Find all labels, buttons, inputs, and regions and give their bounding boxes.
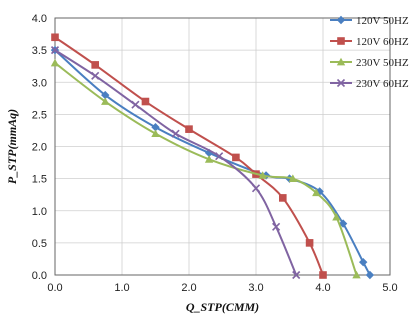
marker-stroke: [131, 100, 140, 109]
data-point: [91, 71, 100, 80]
legend-label: 120V 50HZ: [356, 15, 409, 27]
marker-stroke: [215, 152, 224, 161]
marker-stroke: [171, 129, 180, 138]
legend: 120V 50HZ 120V 60HZ 230V 50HZ 230V 60HZ: [330, 15, 409, 90]
data-point: [251, 184, 261, 193]
series-230v-60hz: [50, 46, 301, 280]
x-tick-label: 1.0: [114, 282, 129, 294]
axes: 0.0 0.5 1.0 1.5 2.0 2.5 3.0 3.5 4.0 0.0 1.0 2.0 3.0 4…: [32, 13, 398, 294]
data-point: [141, 97, 150, 106]
data-point: [101, 97, 110, 105]
y-tick-label: 0.0: [32, 270, 47, 282]
data-point: [332, 212, 341, 221]
legend-label: 230V 60HZ: [356, 78, 409, 90]
y-tick-label: 1.5: [32, 174, 47, 186]
data-point: [50, 46, 60, 55]
legend-label: 230V 50HZ: [356, 57, 409, 69]
legend-marker: [336, 57, 346, 66]
data-point: [365, 270, 375, 280]
marker-stroke: [251, 184, 261, 193]
data-point: [258, 171, 267, 179]
data-point: [279, 194, 287, 202]
y-tick-label: 3.5: [32, 45, 47, 57]
x-tick-label: 4.0: [315, 282, 330, 294]
data-point: [51, 33, 59, 42]
y-tick-label: 0.5: [32, 238, 47, 250]
marker-stroke: [336, 78, 346, 88]
legend-marker: [337, 37, 345, 45]
data-point: [232, 153, 240, 162]
marker-stroke: [50, 46, 60, 55]
grid-lines: [54, 17, 391, 276]
data-point: [185, 125, 193, 133]
data-point: [319, 271, 327, 279]
x-tick-label: 0.0: [47, 282, 62, 294]
series-230v-50hz: [50, 58, 361, 279]
data-point: [131, 100, 140, 109]
data-point: [292, 270, 301, 280]
x-tick-label: 2.0: [181, 282, 196, 294]
data-series: [50, 33, 375, 280]
x-tick-label: 5.0: [382, 282, 397, 294]
data-point: [151, 129, 160, 138]
data-point: [272, 222, 281, 231]
data-point: [288, 174, 298, 182]
y-tick-label: 4.0: [32, 13, 47, 25]
series-120v-60hz: [51, 33, 327, 279]
x-tick-label: 3.0: [248, 282, 263, 294]
data-point: [352, 270, 361, 279]
legend-label: 120V 60HZ: [356, 36, 409, 48]
data-point: [359, 257, 368, 267]
marker-stroke: [292, 270, 301, 280]
data-point: [312, 188, 321, 197]
legend-marker: [336, 15, 346, 25]
data-point: [215, 152, 224, 161]
legend-marker: [336, 78, 346, 88]
data-point: [50, 58, 60, 67]
data-point: [91, 61, 99, 69]
x-axis-title: Q_STP(CMM): [186, 300, 259, 314]
marker-stroke: [91, 71, 100, 80]
y-tick-label: 2.5: [32, 109, 47, 121]
plot-frame: [54, 17, 391, 276]
marker-stroke: [272, 222, 281, 231]
y-tick-label: 2.0: [32, 142, 47, 154]
data-point: [171, 129, 180, 138]
data-point: [305, 239, 314, 247]
data-point: [204, 155, 214, 163]
y-tick-label: 1.0: [32, 206, 47, 218]
y-axis-title: P_STP(mmAq): [5, 109, 19, 184]
y-tick-label: 3.0: [32, 77, 47, 89]
data-point: [151, 123, 160, 132]
data-point: [101, 90, 110, 100]
